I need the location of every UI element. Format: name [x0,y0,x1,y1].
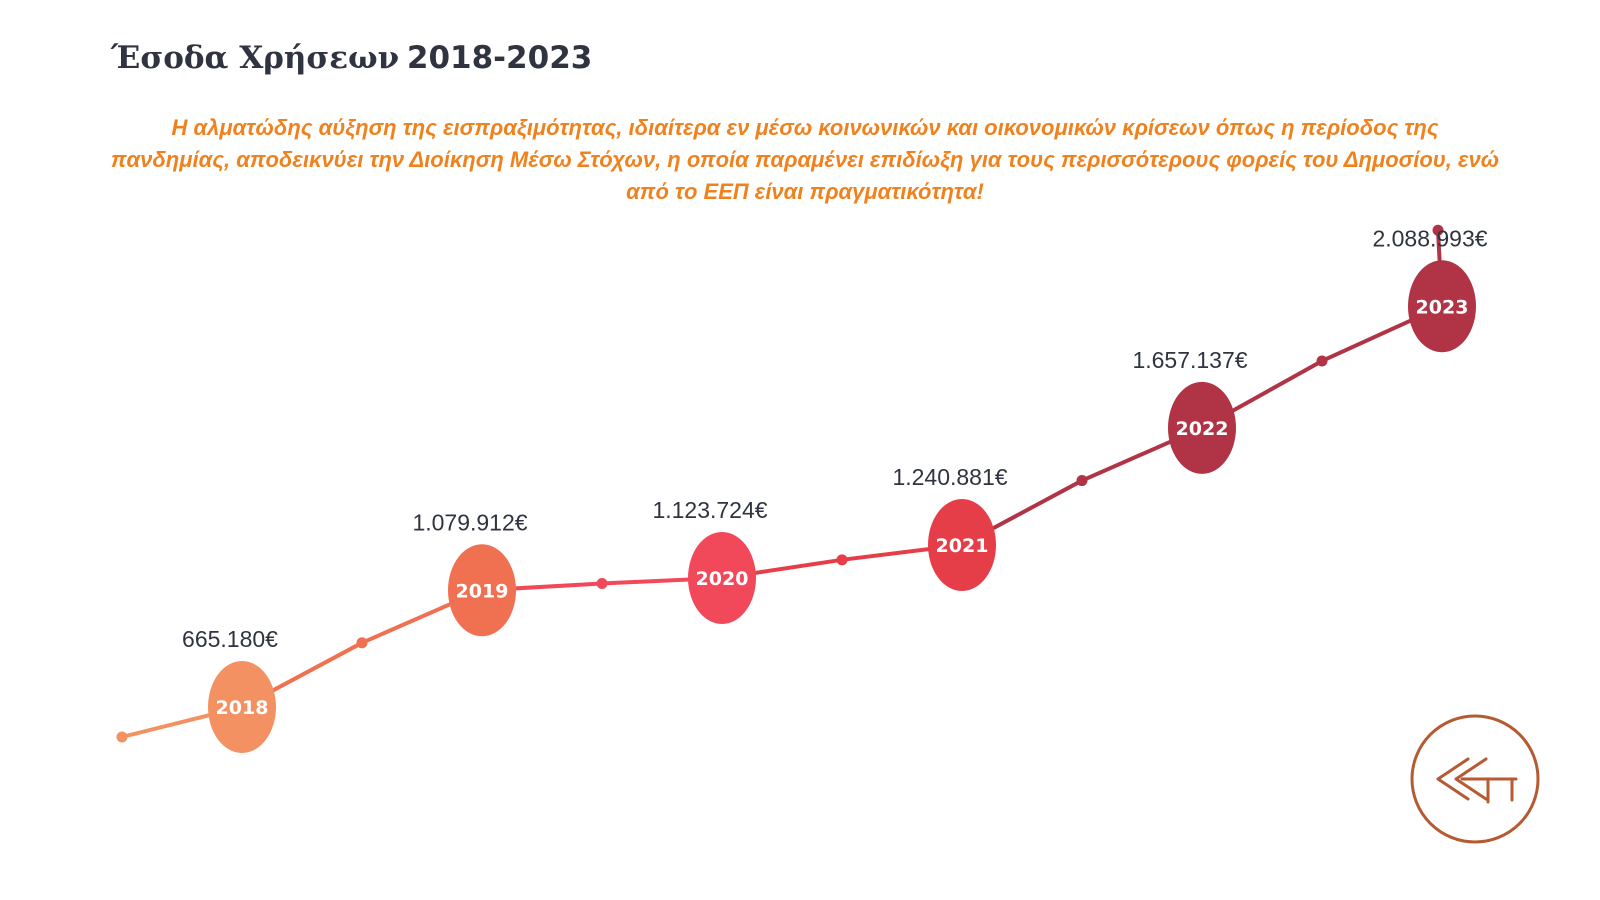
value-label: 2.088.993€ [1372,225,1487,251]
connector-dot [356,637,368,649]
value-label: 1.240.881€ [892,464,1007,490]
connector-dot [116,731,128,743]
title-main: Έσοδα Χρήσεων [111,40,400,76]
year-marker [928,498,996,591]
year-marker [1168,381,1236,474]
eep-logo-icon [1410,714,1540,844]
data-point-2021: 2021 1.240.881€ [892,464,1008,591]
year-label: 2022 [1176,418,1229,440]
data-point-2023: 2023 2.088.993€ [1372,225,1488,353]
year-label: 2018 [216,697,269,719]
year-marker [688,531,756,624]
year-marker [448,544,516,637]
year-marker [1408,260,1476,353]
connector-dot [596,578,608,590]
connector-dot [836,554,848,566]
data-point-2022: 2022 1.657.137€ [1132,347,1248,474]
title-years: 2018-2023 [406,40,593,76]
connector-dot [1432,224,1444,236]
value-label: 1.123.724€ [652,497,767,523]
data-point-2020: 2020 1.123.724€ [652,497,768,624]
data-point-2018: 2018 665.180€ [182,626,278,753]
value-label: 665.180€ [182,626,278,652]
year-marker [208,661,276,753]
value-label: 1.079.912€ [412,509,527,535]
page-title: Έσοδα Χρήσεων 2018-2023 [111,40,592,76]
year-label: 2023 [1416,296,1469,318]
year-label: 2021 [936,535,989,557]
value-label: 1.657.137€ [1132,347,1247,373]
year-label: 2019 [456,580,509,602]
connector-dot [1316,355,1328,367]
subtitle: Η αλματώδης αύξηση της εισπραξιμότητας, … [110,115,1500,204]
connector-dot [1076,475,1088,487]
data-point-2019: 2019 1.079.912€ [412,509,528,637]
year-label: 2020 [696,568,749,590]
